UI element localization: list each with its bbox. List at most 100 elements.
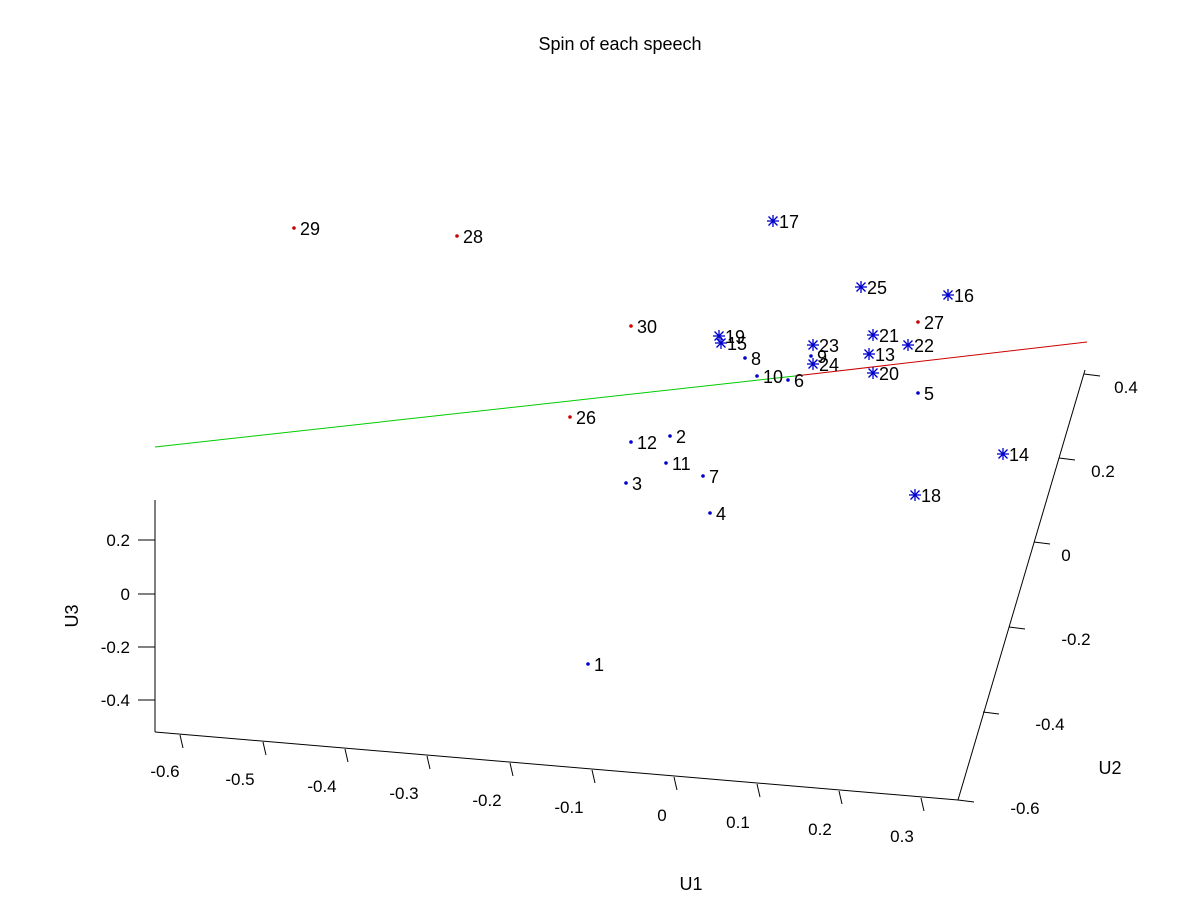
scatter-point-18: 18 bbox=[909, 486, 941, 506]
scatter-point-7: 7 bbox=[701, 467, 719, 487]
star-marker-stroke bbox=[868, 330, 878, 340]
u1-tick-mark bbox=[344, 748, 349, 763]
scatter-point-8: 8 bbox=[743, 349, 761, 369]
scatter-point-1: 1 bbox=[586, 655, 604, 675]
scatter-point-15: 15 bbox=[715, 334, 747, 354]
scatter-point-24: 24 bbox=[807, 355, 839, 375]
scatter-point-14: 14 bbox=[997, 445, 1029, 465]
dot-marker bbox=[664, 461, 668, 465]
point-label: 13 bbox=[875, 345, 895, 365]
scatter-point-20: 20 bbox=[867, 364, 899, 384]
dot-marker bbox=[586, 662, 590, 666]
point-label: 19 bbox=[725, 327, 745, 347]
u1-tick-label: 0.3 bbox=[890, 827, 914, 846]
u2-tick-label: 0 bbox=[1061, 546, 1070, 565]
axes-frame bbox=[154, 369, 1086, 801]
point-label: 23 bbox=[819, 336, 839, 356]
point-label: 22 bbox=[914, 336, 934, 356]
u1-tick-mark bbox=[179, 734, 184, 749]
scatter-point-13: 13 bbox=[863, 345, 895, 365]
point-label: 4 bbox=[716, 504, 726, 524]
u2-tick-mark bbox=[1008, 626, 1026, 630]
scatter-point-21: 21 bbox=[867, 326, 899, 346]
scatter-point-26: 26 bbox=[568, 408, 596, 428]
point-label: 16 bbox=[954, 286, 974, 306]
u1-tick-label: 0.1 bbox=[726, 813, 750, 832]
u1-tick-mark bbox=[262, 741, 267, 756]
u1-tick-label: 0.2 bbox=[808, 820, 832, 839]
star-marker-stroke bbox=[868, 368, 878, 378]
point-label: 24 bbox=[819, 355, 839, 375]
u2-tick-label: -0.6 bbox=[1010, 799, 1039, 818]
u2-tick-label: 0.4 bbox=[1114, 378, 1138, 397]
u1-tick-mark bbox=[591, 769, 596, 784]
scatter-point-4: 4 bbox=[708, 504, 726, 524]
star-marker-stroke bbox=[768, 216, 778, 226]
u1-tick-mark bbox=[426, 755, 431, 770]
u2-tick-mark bbox=[957, 799, 975, 803]
u3-ticks: 0.2 0 -0.2 -0.4 bbox=[101, 531, 155, 710]
point-label: 20 bbox=[879, 364, 899, 384]
point-label: 30 bbox=[637, 317, 657, 337]
point-label: 2 bbox=[676, 427, 686, 447]
point-label: 8 bbox=[751, 349, 761, 369]
dot-marker bbox=[292, 226, 296, 230]
scatter-point-6: 6 bbox=[786, 371, 804, 391]
u1-ticks: -0.6 -0.5 -0.4 -0.3 -0.2 -0.1 0 0.1 0.2 0.3 bbox=[150, 734, 925, 846]
scatter-point-3: 3 bbox=[624, 474, 642, 494]
dot-marker bbox=[455, 234, 459, 238]
u3-axis-label: U3 bbox=[62, 604, 82, 627]
u1-axis-line bbox=[154, 731, 959, 801]
scatter-point-16: 16 bbox=[942, 286, 974, 306]
dot-marker bbox=[743, 356, 747, 360]
u1-tick-label: -0.4 bbox=[307, 777, 336, 796]
u3-tick-label: -0.2 bbox=[101, 638, 130, 657]
u2-tick-mark bbox=[1058, 457, 1076, 461]
point-label: 3 bbox=[632, 474, 642, 494]
green-separator-line bbox=[154, 375, 796, 448]
scatter-point-5: 5 bbox=[916, 384, 934, 404]
point-label: 10 bbox=[763, 367, 783, 387]
point-label: 1 bbox=[594, 655, 604, 675]
u1-tick-label: -0.3 bbox=[389, 784, 418, 803]
u2-ticks: -0.6 -0.4 -0.2 0 0.2 0.4 bbox=[957, 373, 1138, 818]
dot-marker bbox=[629, 440, 633, 444]
u2-tick-mark bbox=[1033, 541, 1051, 545]
dot-marker bbox=[809, 354, 813, 358]
u2-tick-mark bbox=[1083, 373, 1101, 377]
point-label: 18 bbox=[921, 486, 941, 506]
scatter-point-22: 22 bbox=[902, 336, 934, 356]
star-marker-stroke bbox=[864, 349, 874, 359]
scatter-point-2: 2 bbox=[668, 427, 686, 447]
u2-tick-label: -0.2 bbox=[1061, 630, 1090, 649]
dot-marker bbox=[916, 320, 920, 324]
point-label: 14 bbox=[1009, 445, 1029, 465]
point-label: 28 bbox=[463, 227, 483, 247]
dot-marker bbox=[708, 511, 712, 515]
scatter-point-29: 29 bbox=[292, 219, 320, 239]
u3-tick-label: 0 bbox=[121, 585, 130, 604]
scatter-point-12: 12 bbox=[629, 433, 657, 453]
dot-marker bbox=[755, 374, 759, 378]
point-label: 11 bbox=[672, 454, 691, 474]
scatter-point-25: 25 bbox=[855, 278, 887, 298]
point-label: 25 bbox=[867, 278, 887, 298]
u1-tick-label: -0.6 bbox=[150, 762, 179, 781]
u1-tick-mark bbox=[673, 776, 678, 791]
u1-tick-label: -0.1 bbox=[554, 798, 583, 817]
dot-marker bbox=[629, 324, 633, 328]
star-marker-stroke bbox=[903, 340, 913, 350]
dot-marker bbox=[668, 434, 672, 438]
u1-tick-label: 0 bbox=[657, 806, 666, 825]
u2-tick-label: -0.4 bbox=[1035, 715, 1064, 734]
u1-tick-mark bbox=[920, 797, 925, 812]
scatter-point-23: 23 bbox=[807, 336, 839, 356]
u1-tick-mark bbox=[838, 790, 843, 805]
u1-axis-label: U1 bbox=[679, 874, 702, 894]
star-marker-stroke bbox=[714, 331, 724, 341]
point-label: 27 bbox=[924, 313, 944, 333]
u1-tick-label: -0.2 bbox=[472, 791, 501, 810]
u1-tick-mark bbox=[756, 783, 761, 798]
scatter-point-11: 11 bbox=[664, 454, 691, 474]
